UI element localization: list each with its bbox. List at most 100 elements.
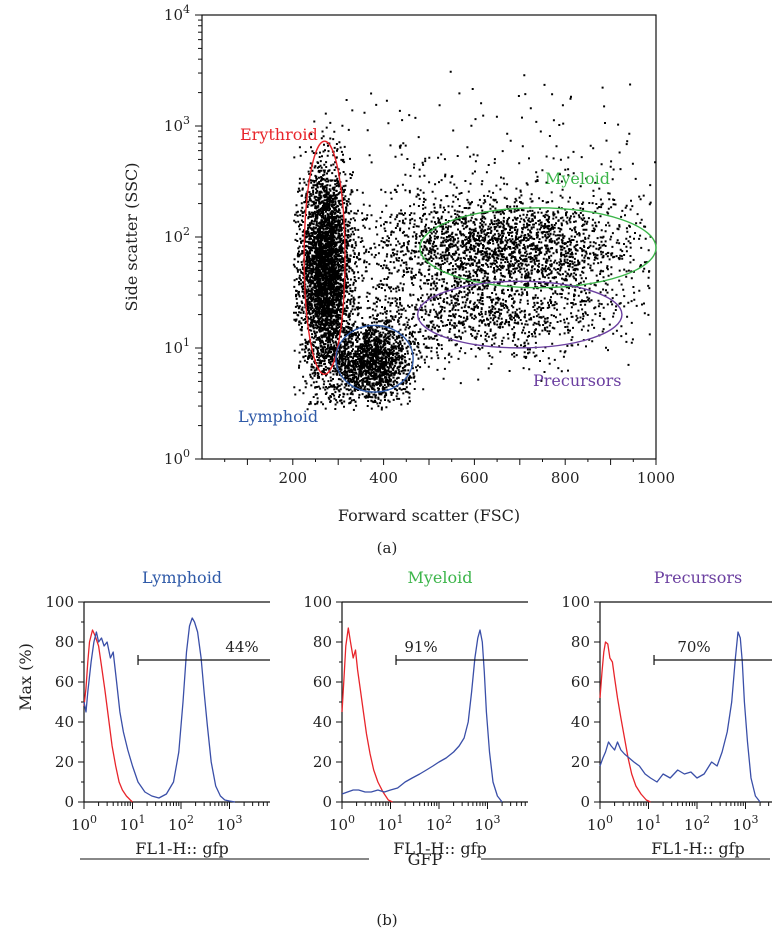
hist-gate-percent: 91%: [404, 638, 437, 656]
gate-erythroid: [303, 140, 346, 376]
hist-x-tick-label-base: 10: [71, 816, 90, 834]
hist-x-tick-label-base: 10: [635, 816, 654, 834]
scatter-y-tick-label-exp: 1: [183, 336, 190, 349]
hist-x-tick-label-exp: 0: [348, 813, 355, 826]
scatter-x-tick-label: 200: [278, 469, 307, 487]
scatter-y-tick-label: 104: [164, 3, 190, 24]
hist-x-tick-label-exp: 1: [655, 813, 662, 826]
hist-x-tick-label-exp: 1: [397, 813, 404, 826]
scatter-y-tick-label: 101: [164, 336, 190, 357]
scatter-y-tick-label: 103: [164, 114, 190, 135]
hist-x-tick-label: 103: [474, 813, 500, 834]
hist-x-tick-label-exp: 3: [494, 813, 501, 826]
hist-x-tick-label: 100: [71, 813, 97, 834]
scatter-x-tick-label: 1000: [637, 469, 675, 487]
hist-x-tick-label: 102: [684, 813, 710, 834]
hist-x-tick-label-exp: 1: [139, 813, 146, 826]
hist-x-tick-label: 101: [119, 813, 145, 834]
hist-y-tick-label: 0: [64, 793, 74, 811]
gfp-shared-label: GFP: [408, 850, 443, 869]
gate-label-lymphoid: Lymphoid: [238, 407, 318, 426]
hist-xlabel: FL1-H:: gfp: [135, 839, 229, 858]
hist-x-tick-label-base: 10: [426, 816, 445, 834]
scatter-x-ticks: 200 400 600 800 1000: [224, 459, 675, 487]
hist-title: Lymphoid: [142, 568, 222, 587]
histogram-ylabel: Max (%): [16, 643, 35, 711]
hist-x-tick-label-base: 10: [168, 816, 187, 834]
hist-series-control: [83, 629, 133, 803]
hist-xlabel: FL1-H:: gfp: [393, 839, 487, 858]
hist-x-tick-label-exp: 2: [445, 813, 452, 826]
hist-x-tick-label: 101: [377, 813, 403, 834]
hist-x-tick-label: 100: [587, 813, 613, 834]
hist-x-tick-label: 101: [635, 813, 661, 834]
hist-y-tick-label: 80: [313, 633, 332, 651]
hist-y-tick-label: 100: [561, 593, 590, 611]
hist-x-tick-label-base: 10: [684, 816, 703, 834]
scatter-xlabel: Forward scatter (FSC): [338, 506, 520, 525]
scatter-y-tick-label-exp: 3: [183, 114, 190, 127]
hist-x-tick-label-exp: 2: [703, 813, 710, 826]
panel-a-label: (a): [377, 539, 398, 557]
hist-y-tick-label: 60: [313, 673, 332, 691]
scatter-y-tick-label-exp: 4: [183, 3, 190, 16]
gate-label-erythroid: Erythroid: [240, 125, 318, 144]
hist-x-tick-label: 102: [426, 813, 452, 834]
scatter-plot: Erythroid Myeloid Lymphoid Precursors 200 4 0…: [122, 3, 675, 525]
scatter-y-tick-label-base: 10: [164, 117, 183, 135]
hist-x-tick-label: 102: [168, 813, 194, 834]
hist-x-tick-label-base: 10: [377, 816, 396, 834]
scatter-y-tick-label-base: 10: [164, 339, 183, 357]
scatter-points: [292, 70, 657, 411]
hist-x-tick-label-base: 10: [587, 816, 606, 834]
scatter-y-tick-label: 100: [164, 447, 190, 468]
hist-y-tick-label: 0: [322, 793, 332, 811]
scatter-events: [292, 70, 657, 411]
scatter-x-tick-label: 800: [551, 469, 580, 487]
panel-b-label: (b): [376, 911, 397, 929]
scatter-x-tick-label: 600: [460, 469, 489, 487]
hist-title: Precursors: [654, 568, 743, 587]
hist-y-tick-label: 100: [303, 593, 332, 611]
hist-title: Myeloid: [408, 568, 473, 587]
hist-y-tick-label: 40: [313, 713, 332, 731]
hist-x-tick-label: 103: [216, 813, 242, 834]
hist-series-sample: [83, 617, 236, 803]
gate-label-precursors: Precursors: [533, 371, 622, 390]
hist-x-tick-label-exp: 0: [606, 813, 613, 826]
gate-myeloid: [419, 207, 657, 289]
scatter-y-tick-label-base: 10: [164, 228, 183, 246]
hist-x-tick-label-exp: 0: [90, 813, 97, 826]
hist-y-tick-label: 60: [571, 673, 590, 691]
scatter-ylabel: Side scatter (SSC): [122, 162, 141, 311]
hist-y-tick-label: 20: [313, 753, 332, 771]
hist-y-tick-label: 40: [571, 713, 590, 731]
gate-precursors: [416, 280, 623, 349]
hist-x-tick-label-exp: 2: [187, 813, 194, 826]
scatter-gates: Erythroid Myeloid Lymphoid Precursors: [238, 125, 657, 426]
hist-y-tick-label: 80: [571, 633, 590, 651]
hist-y-tick-label: 100: [45, 593, 74, 611]
hist-y-tick-label: 40: [55, 713, 74, 731]
hist-xlabel: FL1-H:: gfp: [651, 839, 745, 858]
hist-gate-percent: 70%: [677, 638, 710, 656]
hist-x-tick-label-exp: 3: [752, 813, 759, 826]
hist-series-sample: [599, 631, 761, 803]
gate-label-myeloid: Myeloid: [545, 169, 610, 188]
hist-x-tick-label-base: 10: [732, 816, 751, 834]
hist-series-control: [599, 641, 651, 803]
scatter-frame: [201, 14, 657, 460]
hist-y-tick-label: 20: [55, 753, 74, 771]
scatter-y-tick-label-base: 10: [164, 450, 183, 468]
scatter-y-tick-label-exp: 2: [183, 225, 190, 238]
hist-x-tick-label-base: 10: [474, 816, 493, 834]
gate-lymphoid: [335, 324, 414, 393]
scatter-y-tick-label-exp: 0: [183, 447, 190, 460]
hist-x-tick-label-exp: 3: [236, 813, 243, 826]
hist-series-sample: [341, 629, 503, 803]
